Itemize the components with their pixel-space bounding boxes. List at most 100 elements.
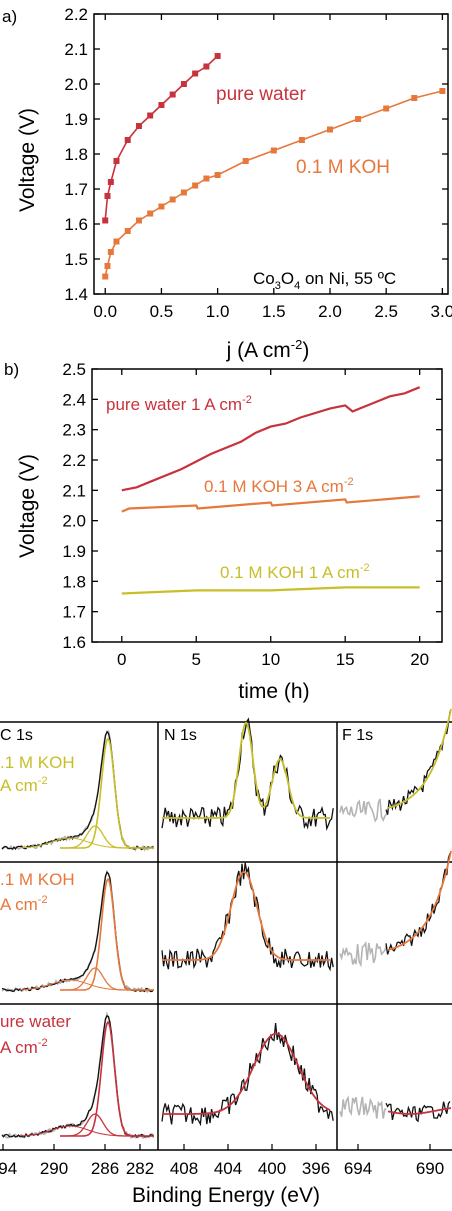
- x-tick-label: 0.0: [93, 302, 117, 321]
- y-tick-label: 2.2: [62, 451, 86, 470]
- y-tick-label: 2.4: [62, 390, 86, 409]
- x-tick-label: 15: [336, 650, 355, 669]
- panel-b-xlabel: time (h): [238, 680, 309, 703]
- x-tick-label: 1.0: [206, 302, 230, 321]
- panel-c: C 1s N 1s F 1s .1 M KOH A cm-2 .1 M KOH …: [0, 709, 452, 1207]
- data-point: [203, 64, 209, 70]
- c-row-water-unit: A cm-2: [0, 1037, 48, 1057]
- f1s-fit: [388, 709, 451, 808]
- f1s-raw-gray: [340, 799, 386, 821]
- x-tick-label: 10: [261, 650, 280, 669]
- x-tick-label: 5: [192, 650, 201, 669]
- data-point: [104, 193, 110, 199]
- y-tick-label: 1.9: [62, 542, 86, 561]
- x-tick-label: 1.5: [262, 302, 286, 321]
- n1s-raw: [162, 1023, 333, 1124]
- series-line-0: [105, 56, 217, 221]
- data-point: [192, 183, 198, 189]
- data-point: [181, 81, 187, 87]
- data-point: [170, 92, 176, 98]
- c-x-tick-label: 290: [40, 1159, 68, 1178]
- x-tick-label: 0.5: [150, 302, 174, 321]
- panel-b-label: b): [4, 360, 19, 379]
- data-point: [158, 204, 164, 210]
- c-row-koh3a-label: .1 M KOH: [0, 870, 75, 889]
- f1s-raw: [386, 1101, 450, 1121]
- panel-b: b) Voltage (V) time (h) pure water 1 A c…: [4, 360, 442, 703]
- data-point: [113, 158, 119, 164]
- data-point: [125, 228, 131, 234]
- series-label-pure-water: pure water: [216, 84, 306, 105]
- c-x-tick-label: 294: [0, 1159, 17, 1178]
- y-tick-label: 2.5: [62, 360, 86, 379]
- panel-a-label: a): [2, 7, 17, 26]
- data-point: [108, 249, 114, 255]
- data-point: [102, 218, 108, 224]
- x-tick-label: 0: [117, 650, 126, 669]
- x-tick-label: 3.0: [431, 302, 452, 321]
- y-tick-label: 1.6: [62, 633, 86, 652]
- c1s-fit-main: [60, 1022, 154, 1136]
- data-point: [271, 148, 277, 154]
- panel-c-xlabel: Binding Energy (eV): [132, 1184, 320, 1207]
- data-point: [215, 172, 221, 178]
- c-col-title-f1s: F 1s: [342, 727, 373, 744]
- c-col-title-c1s: C 1s: [0, 727, 33, 744]
- data-point: [102, 274, 108, 280]
- data-point: [125, 137, 131, 143]
- c-x-tick-label: 404: [214, 1159, 242, 1178]
- c-x-tick-label: 396: [302, 1159, 330, 1178]
- f1s-raw-gray: [340, 1097, 386, 1119]
- data-point: [147, 211, 153, 217]
- panel-a-annotation: Co3O4 on Ni, 55 ºC: [253, 269, 396, 292]
- data-point: [108, 179, 114, 185]
- series-label-koh-1a: 0.1 M KOH 1 A cm-2: [220, 562, 370, 582]
- panel-a-frame: [94, 14, 448, 294]
- y-tick-label: 1.8: [62, 572, 86, 591]
- c-row-water-label: ure water: [0, 1012, 71, 1031]
- c1s-raw-gray: [2, 1014, 154, 1138]
- f1s-raw: [386, 711, 450, 814]
- series-label-koh-3a: 0.1 M KOH 3 A cm-2: [204, 476, 354, 496]
- y-tick-label: 2.1: [64, 40, 88, 59]
- c1s-fit-sub2: [20, 1126, 154, 1136]
- x-tick-label: 2.5: [374, 302, 398, 321]
- data-point: [113, 239, 119, 245]
- data-point: [299, 137, 305, 143]
- y-tick-label: 2.0: [64, 75, 88, 94]
- y-tick-label: 1.7: [62, 603, 86, 622]
- c-x-tick-label: 286: [91, 1159, 119, 1178]
- c-x-tick-label: 282: [126, 1159, 154, 1178]
- data-point: [181, 190, 187, 196]
- data-point: [158, 102, 164, 108]
- data-point: [327, 127, 333, 133]
- series-line-2: [122, 587, 420, 593]
- c1s-fit-main: [60, 879, 154, 990]
- y-tick-label: 1.5: [64, 250, 88, 269]
- f1s-raw-gray: [340, 943, 386, 965]
- c-x-tick-label: 690: [416, 1159, 444, 1178]
- c1s-raw: [2, 872, 154, 991]
- data-point: [192, 71, 198, 77]
- n1s-raw: [162, 863, 333, 970]
- c-row-koh1a-unit: A cm-2: [0, 775, 48, 795]
- panel-a-ylabel: Voltage (V): [16, 108, 39, 212]
- data-point: [355, 116, 361, 122]
- data-point: [170, 197, 176, 203]
- series-label-pure-water-1a: pure water 1 A cm-2: [106, 394, 252, 414]
- x-tick-label: 20: [410, 650, 429, 669]
- c-x-tick-label: 694: [344, 1159, 372, 1178]
- c1s-raw-gray: [2, 872, 154, 992]
- data-point: [147, 113, 153, 119]
- y-tick-label: 2.0: [62, 512, 86, 531]
- y-tick-label: 2.3: [62, 421, 86, 440]
- panel-b-ylabel: Voltage (V): [16, 454, 39, 558]
- n1s-fit: [162, 872, 330, 960]
- data-point: [215, 53, 221, 59]
- series-label-koh: 0.1 M KOH: [296, 157, 390, 178]
- c-x-tick-label: 408: [170, 1159, 198, 1178]
- data-point: [439, 88, 445, 94]
- c1s-raw: [2, 1016, 154, 1137]
- data-point: [136, 218, 142, 224]
